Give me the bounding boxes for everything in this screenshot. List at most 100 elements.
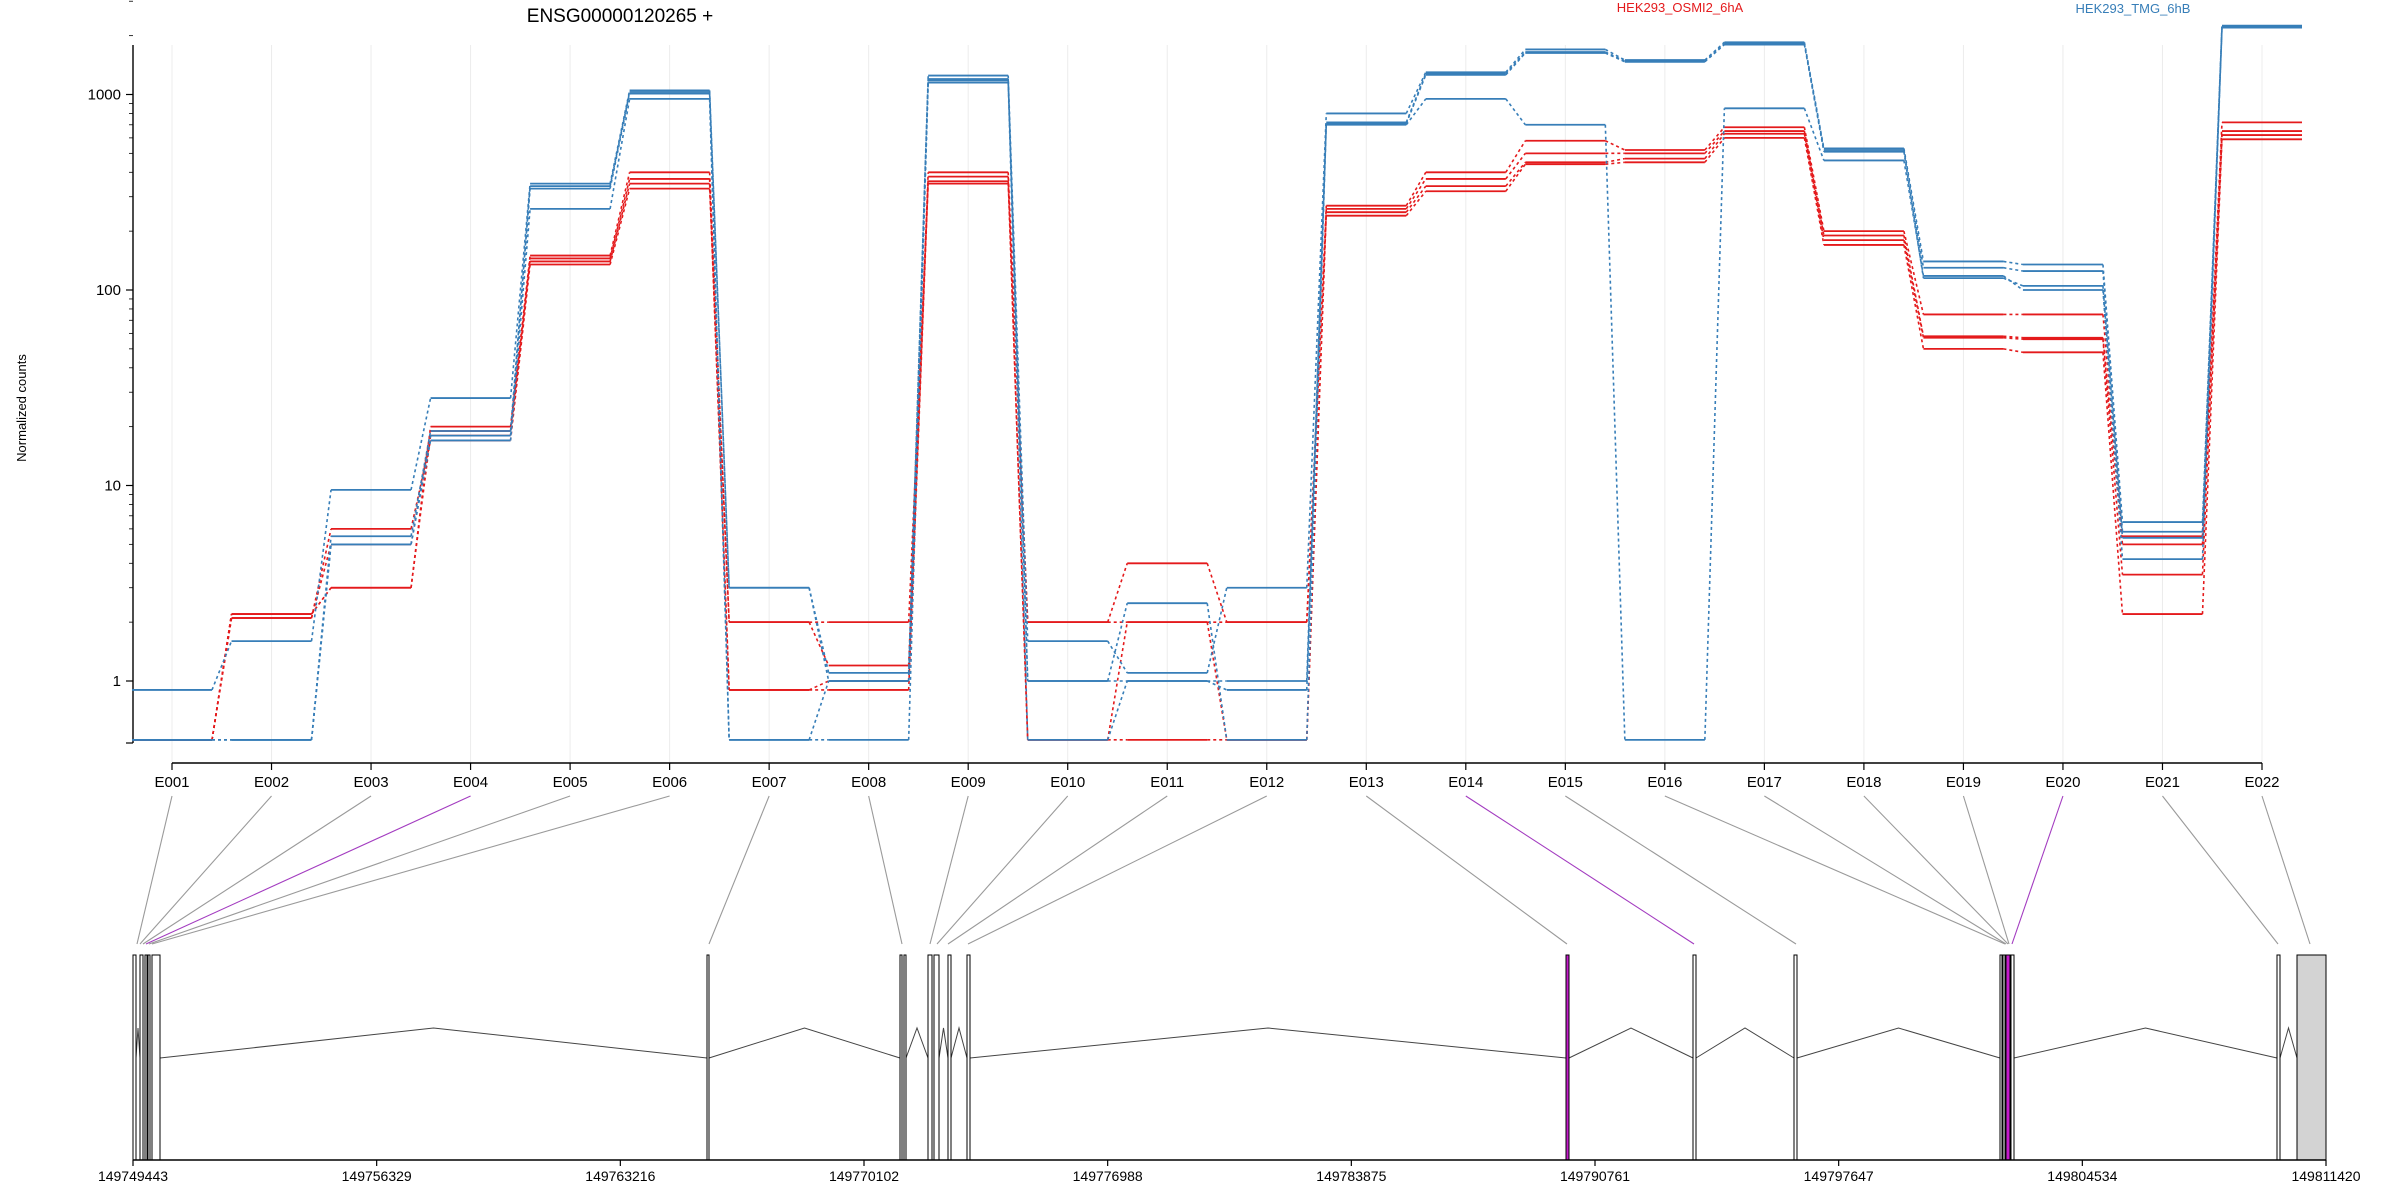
exon-transition-segment [1305, 215, 1328, 623]
legend-label-tmg: HEK293_TMG_6hB [2076, 1, 2191, 16]
exon-transition-segment [1106, 680, 1128, 741]
y-tick-label: 1 [113, 673, 121, 690]
exon-box [2276, 954, 2281, 1161]
exon-transition-segment [1903, 239, 1925, 338]
exon-transition-segment [1206, 622, 1228, 740]
exon-transition-segment [1405, 190, 1427, 217]
exon-connector [967, 795, 1268, 945]
exon-transition-segment [1704, 130, 1725, 154]
exon-transition-segment [310, 528, 332, 619]
y-tick-label: 10 [104, 478, 121, 495]
exon-transition-segment [2003, 260, 2024, 266]
exon-transition-segment [2003, 277, 2024, 287]
exon-box [899, 954, 903, 1161]
series-line [132, 136, 2302, 741]
exon-transition-segment [1505, 98, 1526, 126]
exon-transition-segment [1007, 78, 1029, 682]
exon-transition-segment [907, 183, 929, 623]
exon-transition-segment [1803, 137, 1825, 246]
exon-transition-segment [2102, 289, 2124, 560]
exon-transition-segment [1007, 176, 1029, 740]
exon-transition-segment [1704, 43, 1725, 63]
exon-box [927, 954, 933, 1161]
exon-transition-segment [1604, 51, 1626, 62]
exon-transition-segment [2201, 139, 2223, 615]
x-tick-label: E020 [2045, 774, 2080, 791]
exon-transition-segment [808, 587, 830, 682]
exon-connector [2261, 795, 2311, 945]
gene-model [132, 954, 2327, 1161]
y-tick-label: 100 [96, 282, 121, 299]
series-lines [132, 24, 2302, 741]
exon-transition-segment [2201, 135, 2223, 575]
exon-connector [1962, 795, 2010, 945]
exon-transition-segment [1206, 603, 1228, 740]
series-line [132, 26, 2302, 741]
exon-box [144, 954, 148, 1161]
exon-transition-segment [1405, 171, 1427, 207]
exon-transition-segment [1903, 148, 1925, 262]
genomic-coordinate-axis: 149749443 149756329 149763216 149770102 1497… [98, 1159, 2361, 1184]
exon-box [1793, 954, 1798, 1161]
genomic-tick-label: 149811420 [2291, 1168, 2360, 1184]
genomic-tick-label: 149749443 [98, 1168, 168, 1184]
x-tick-label: E006 [652, 774, 687, 791]
exon-transition-segment [609, 188, 631, 265]
exon-transition-segment [1007, 80, 1029, 682]
exon-transition-segment [1505, 48, 1526, 73]
exon-transition-segment [211, 640, 233, 691]
exon-transition-segment [1206, 587, 1228, 674]
gridlines [171, 45, 2263, 763]
series-line [132, 25, 2302, 741]
intron-line [159, 1027, 708, 1059]
exon-box [147, 954, 151, 1161]
exon-box [706, 954, 710, 1161]
exon-transition-segment [310, 587, 332, 615]
exon-connector [145, 795, 471, 945]
intron-line [708, 1027, 901, 1059]
exon-box [1999, 954, 2003, 1161]
x-tick-label: E001 [154, 774, 189, 791]
exon-box [2296, 954, 2327, 1161]
exon-transition-segment [1505, 152, 1526, 180]
exon-transition-segment [1305, 122, 1328, 740]
series-line [132, 132, 2302, 741]
x-tick-label: E021 [2145, 774, 2180, 791]
exon-connector [148, 795, 571, 945]
exon-transition-segment [2102, 337, 2124, 545]
exon-transition-segment [1305, 123, 1328, 682]
exon-connector [1863, 795, 2009, 945]
genomic-tick-label: 149790761 [1560, 1168, 1630, 1184]
exon-transition-segment [1206, 563, 1228, 623]
x-tick-label: E015 [1548, 774, 1583, 791]
exon-transition-segment [2102, 352, 2124, 615]
exon-transition-segment [509, 208, 531, 441]
exon-transition-segment [1405, 71, 1427, 114]
x-axis: E001 E002 E003 E004 E005 E006 E007 E008 E009 E010… [154, 762, 2280, 791]
intron-line [2279, 1026, 2298, 1059]
x-tick-label: E018 [1846, 774, 1881, 791]
exon-transition-segment [509, 188, 531, 436]
exon-connector [1764, 795, 2007, 945]
x-tick-label: E005 [553, 774, 588, 791]
exon-transition-segment [1106, 563, 1128, 623]
x-tick-label: E022 [2244, 774, 2279, 791]
exon-connector [142, 795, 372, 945]
x-tick-label: E002 [254, 774, 289, 791]
x-tick-label: E007 [752, 774, 787, 791]
exon-transition-segment [2003, 266, 2024, 272]
exon-transition-segment [609, 172, 631, 256]
exon-transition-segment [1007, 82, 1029, 740]
genomic-tick-label: 149770102 [829, 1168, 899, 1184]
intron-line [1695, 1027, 1795, 1059]
exon-transition-segment [1505, 163, 1526, 192]
exon-box [139, 954, 144, 1161]
x-tick-label: E019 [1946, 774, 1981, 791]
exon-transition-segment [1604, 140, 1626, 151]
exon-transition-segment [609, 178, 631, 259]
genomic-tick-label: 149804534 [2047, 1168, 2117, 1184]
genomic-tick-label: 149776988 [1073, 1168, 1143, 1184]
exon-transition-segment [410, 397, 432, 491]
exon-transition-segment [2201, 26, 2223, 538]
